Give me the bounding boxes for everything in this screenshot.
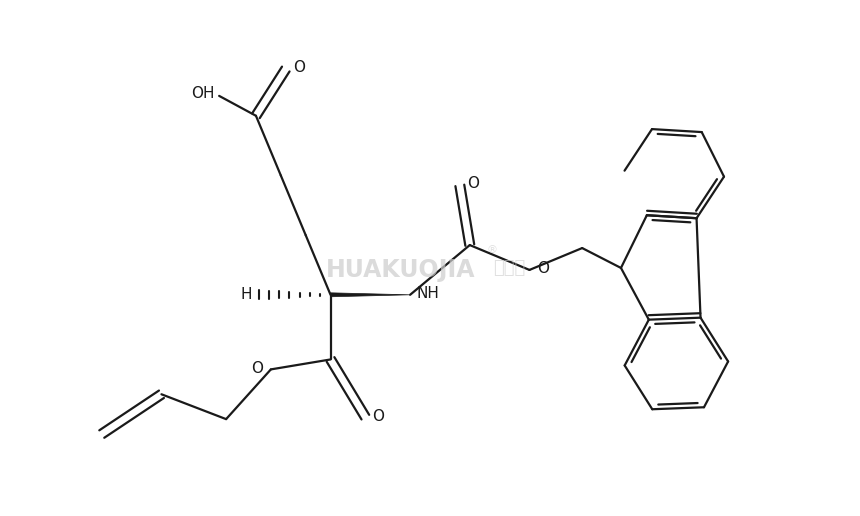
Text: NH: NH	[416, 286, 439, 301]
Text: O: O	[467, 176, 479, 191]
Polygon shape	[330, 293, 410, 297]
Text: O: O	[251, 361, 263, 376]
Text: 华学加: 华学加	[494, 259, 525, 277]
Text: ®: ®	[486, 245, 497, 255]
Text: O: O	[372, 409, 384, 424]
Text: OH: OH	[192, 86, 215, 101]
Text: HUAKUOJIA: HUAKUOJIA	[325, 258, 475, 282]
Text: O: O	[292, 59, 304, 74]
Text: H: H	[240, 287, 252, 302]
Text: O: O	[538, 262, 550, 277]
